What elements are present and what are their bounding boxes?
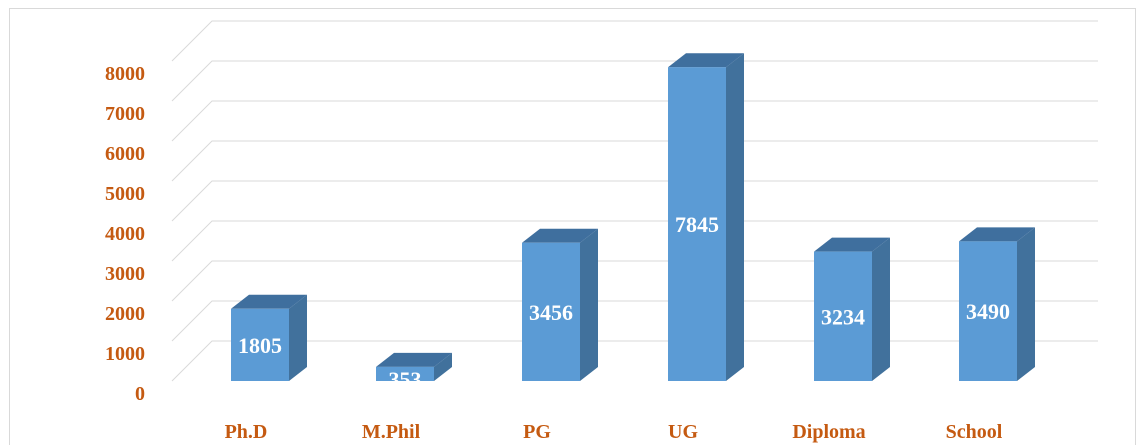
- data-label: 7845: [675, 212, 719, 237]
- bars: 1805 353 3456 7845 3234 3490: [231, 53, 1035, 392]
- gridline: [171, 100, 1098, 142]
- x-tick-label: UG: [668, 421, 698, 443]
- gridline: [171, 340, 1098, 382]
- gridline: [171, 20, 1098, 62]
- gridline: [171, 60, 1098, 102]
- gridline: [171, 260, 1098, 302]
- bar: 3456: [522, 228, 598, 381]
- data-label: 3456: [529, 300, 573, 325]
- data-label: 1805: [238, 333, 282, 358]
- y-tick-label: 0: [135, 383, 145, 405]
- x-axis-ticks: Ph.D M.Phil PG UG Diploma School: [225, 421, 1003, 443]
- bar-top: [522, 228, 598, 243]
- bar-side: [434, 352, 452, 381]
- y-tick-label: 5000: [105, 183, 145, 205]
- bar-front: [814, 251, 872, 381]
- y-tick-label: 1000: [105, 343, 145, 365]
- bar: 3490: [959, 227, 1035, 381]
- x-tick-label: M.Phil: [362, 421, 421, 443]
- gridline: [171, 180, 1098, 222]
- y-tick-label: 7000: [105, 103, 145, 125]
- x-tick-label: Ph.D: [225, 421, 268, 443]
- y-tick-label: 4000: [105, 223, 145, 245]
- gridlines: [171, 20, 1098, 382]
- bar-top: [959, 227, 1035, 242]
- data-label: 3234: [821, 304, 865, 329]
- y-tick-label: 2000: [105, 303, 145, 325]
- bar-front: [668, 67, 726, 381]
- y-tick-label: 6000: [105, 143, 145, 165]
- bar-front: [231, 308, 289, 381]
- bar: 1805: [231, 294, 307, 381]
- x-tick-label: School: [946, 421, 1003, 443]
- gridline: [171, 220, 1098, 262]
- bar-front: [376, 366, 434, 381]
- bar-front: [522, 242, 580, 381]
- x-tick-label: Diploma: [792, 421, 865, 443]
- x-tick-label: PG: [523, 421, 551, 443]
- bar-top: [814, 237, 890, 252]
- bar: 353: [376, 352, 452, 392]
- bar-side: [580, 228, 598, 381]
- chart-border: [9, 8, 1136, 445]
- bar: 3234: [814, 237, 890, 381]
- bar-top: [376, 352, 452, 367]
- bar: 7845: [668, 53, 744, 381]
- gridline: [171, 300, 1098, 342]
- bar-front: [959, 241, 1017, 381]
- data-label: 3490: [966, 299, 1010, 324]
- bar-side: [289, 294, 307, 381]
- gridline: [171, 140, 1098, 182]
- y-axis-ticks: 0 1000 2000 3000 4000 5000 6000 7000 8000: [105, 63, 145, 405]
- y-tick-label: 8000: [105, 63, 145, 85]
- bar-top: [668, 53, 744, 68]
- bar-side: [1017, 227, 1035, 381]
- bar-top: [231, 294, 307, 309]
- bar-side: [872, 237, 890, 381]
- y-tick-label: 3000: [105, 263, 145, 285]
- bar-side: [726, 53, 744, 381]
- data-label: 353: [389, 367, 422, 392]
